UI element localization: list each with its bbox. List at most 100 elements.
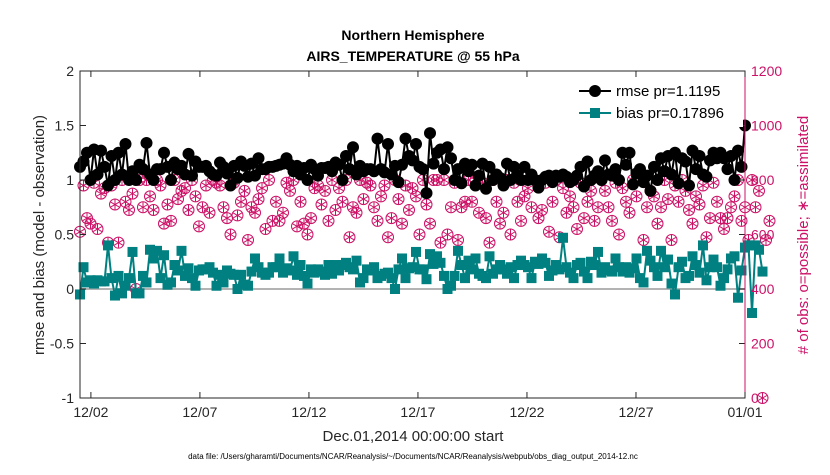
rmse-point [224, 179, 237, 192]
possible-obs-marker [165, 214, 177, 227]
assimilated-obs-marker [631, 191, 642, 202]
y-right-tick-label: 600 [751, 227, 775, 243]
assimilated-obs-marker [113, 237, 124, 248]
possible-obs-marker [305, 212, 317, 225]
assimilated-obs-marker [495, 218, 505, 229]
possible-obs-marker [350, 206, 363, 219]
rmse-point [679, 155, 692, 168]
assimilated-obs-marker [306, 213, 316, 224]
assimilated-obs-marker [425, 218, 435, 229]
possible-obs-marker [424, 217, 436, 230]
assimilated-obs-marker [460, 196, 470, 207]
possible-obs-marker [753, 184, 765, 197]
assimilated-obs-marker [698, 180, 708, 191]
possible-obs-marker [434, 236, 447, 249]
possible-obs-marker [280, 176, 293, 189]
rmse-point [98, 160, 111, 173]
assimilated-obs-marker [218, 202, 229, 213]
assimilated-obs-marker [505, 229, 516, 240]
x-tick-label: 12/12 [291, 404, 326, 420]
rmse-point [581, 155, 594, 168]
assimilated-obs-marker [320, 185, 330, 196]
possible-obs-marker [690, 190, 702, 203]
assimilated-obs-marker [358, 194, 369, 205]
assimilated-obs-marker [190, 191, 201, 202]
possible-obs-marker [385, 212, 398, 225]
assimilated-obs-marker [568, 202, 579, 213]
bias-point [183, 263, 194, 274]
x-tick-label: 01/01 [727, 404, 762, 420]
bias-point [747, 307, 757, 318]
bias-point [484, 251, 495, 262]
assimilated-obs-marker [330, 204, 341, 215]
bias-point [684, 270, 694, 281]
possible-obs-marker [123, 203, 135, 216]
possible-obs-marker [175, 184, 188, 197]
y-right-tick-label: 1200 [751, 63, 782, 79]
possible-obs-marker [564, 190, 576, 203]
data-file-footnote: data file: /Users/gharamti/Documents/NCA… [188, 452, 638, 461]
bias-point [386, 273, 397, 284]
rmse-point [371, 132, 384, 145]
rmse-point [644, 184, 657, 197]
assimilated-obs-marker [684, 204, 694, 215]
assimilated-obs-marker [180, 183, 190, 194]
bias-point [460, 273, 470, 284]
x-tick-label: 12/27 [618, 404, 653, 420]
possible-obs-marker [672, 195, 685, 208]
bias-point [418, 264, 428, 275]
possible-obs-marker [364, 179, 377, 192]
rmse-point [165, 174, 177, 186]
legend: rmse pr=1.1195 bias pr=0.17896 [573, 77, 743, 127]
legend-rmse-marker [589, 85, 601, 97]
possible-obs-marker [497, 206, 510, 219]
rmse-point [732, 144, 744, 157]
bias-point [628, 263, 638, 274]
bias-point [393, 264, 404, 275]
assimilated-obs-marker [652, 218, 663, 229]
bias-point [190, 280, 201, 291]
assimilated-obs-marker [411, 191, 421, 202]
bias-point [652, 270, 663, 281]
bias-point [449, 270, 460, 281]
possible-obs-marker [182, 203, 195, 216]
bias-point [526, 273, 537, 284]
possible-obs-marker [161, 198, 174, 211]
possible-obs-marker [319, 184, 331, 197]
rmse-point [613, 174, 625, 186]
bias-point [113, 270, 124, 281]
assimilated-obs-marker [166, 215, 176, 226]
legend-bias-label: bias pr=0.17896 [616, 105, 724, 122]
bias-point [218, 277, 229, 288]
rmse-point [333, 158, 345, 171]
y-right-tick-label: 200 [751, 336, 775, 352]
assimilated-obs-marker [162, 199, 173, 210]
y-tick-label: 1 [66, 172, 74, 188]
possible-obs-marker [91, 223, 104, 236]
assimilated-obs-marker [750, 202, 761, 213]
bias-point [677, 256, 687, 267]
bias-point [736, 265, 747, 276]
x-tick-label: 12/22 [509, 404, 544, 420]
rmse-point [480, 182, 492, 195]
rmse-point [252, 152, 265, 165]
assimilated-obs-marker [302, 229, 313, 240]
assimilated-obs-marker [453, 234, 463, 245]
legend-rmse-label: rmse pr=1.1195 [616, 83, 720, 100]
bias-point [575, 257, 586, 268]
possible-obs-marker [378, 179, 391, 192]
possible-obs-marker [557, 182, 569, 195]
rmse-point [410, 138, 422, 151]
assimilated-obs-marker [614, 229, 624, 240]
bias-point [523, 262, 533, 273]
assimilated-obs-marker [467, 196, 477, 207]
bias-point [243, 280, 253, 291]
possible-obs-marker [270, 195, 282, 208]
assimilated-obs-marker [579, 213, 589, 224]
bias-point [754, 244, 764, 255]
assimilated-obs-marker [736, 215, 747, 226]
bias-point [124, 273, 134, 284]
bias-point [78, 262, 89, 273]
bias-point [274, 253, 285, 264]
assimilated-obs-marker [726, 202, 736, 213]
